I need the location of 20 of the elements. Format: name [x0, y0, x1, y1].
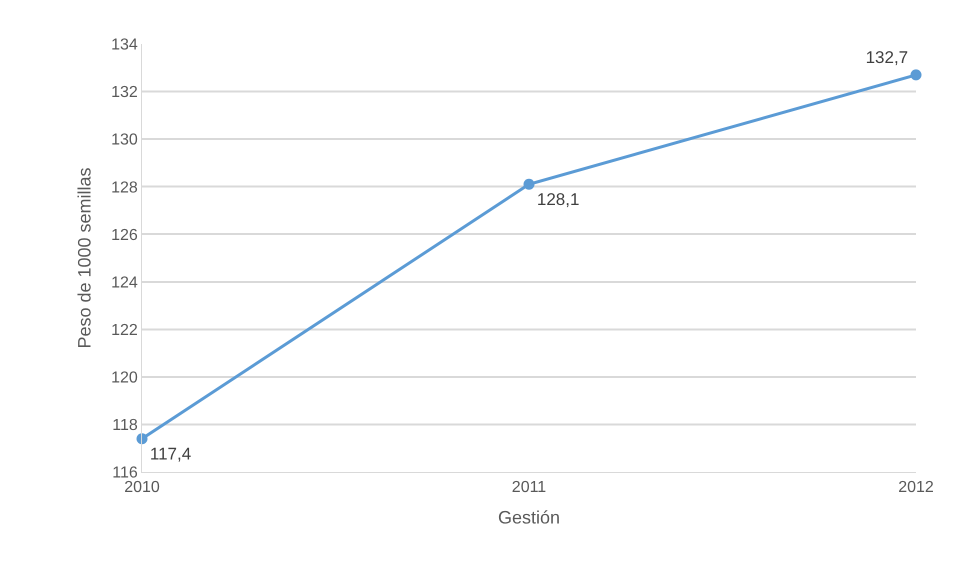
y-tick-label: 116: [112, 464, 138, 482]
x-tick-label: 2012: [898, 479, 934, 496]
y-tick-label: 130: [111, 132, 138, 149]
data-label: 132,7: [866, 48, 908, 67]
x-axis-title: Gestión: [498, 507, 560, 528]
y-tick-label: 126: [111, 226, 138, 244]
y-tick-label: 128: [111, 179, 138, 196]
y-tick-label: 134: [111, 36, 138, 54]
point: [910, 69, 922, 80]
y-tick-label: 122: [111, 322, 138, 339]
data-label: 117,4: [150, 444, 192, 464]
y-tick-label: 120: [111, 369, 138, 386]
data-label: 128,1: [536, 190, 580, 209]
y-axis-title: Peso de 1000 semillas: [74, 167, 94, 349]
y-tick-label: 132: [111, 84, 138, 102]
point: [524, 178, 534, 190]
y-tick-label: 118: [112, 417, 138, 434]
x-tick-label: 2010: [124, 479, 160, 496]
x-tick-label: 2011: [512, 479, 546, 496]
y-tick-label: 124: [111, 274, 138, 292]
